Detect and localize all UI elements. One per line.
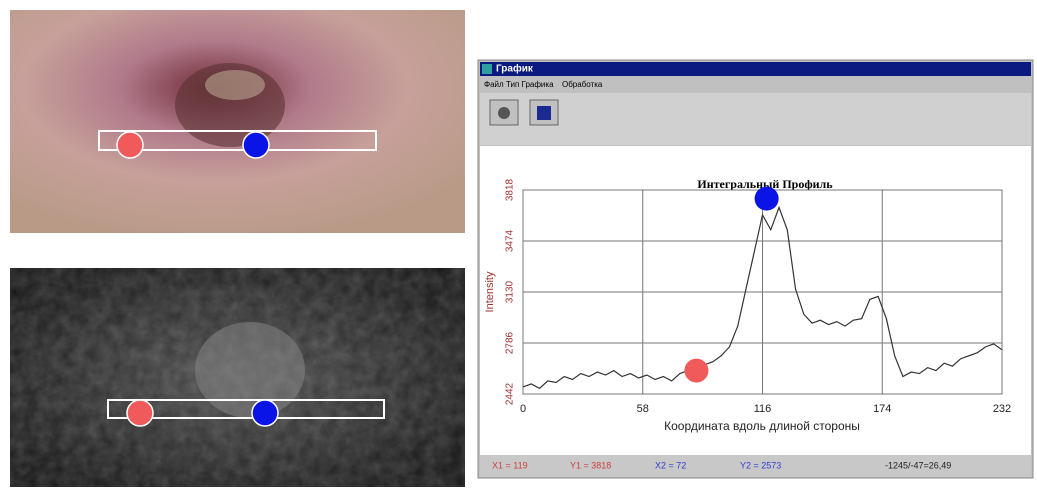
status-y2: Y2 = 2573 — [740, 460, 781, 470]
status-y1: Y1 = 3818 — [570, 460, 611, 470]
cursor-marker — [684, 359, 708, 383]
cursor-marker — [755, 187, 779, 211]
y-tick-label: 3818 — [505, 178, 516, 201]
color-photo — [10, 10, 465, 233]
window-title: График — [496, 63, 534, 75]
status-ratio: -1245/-47=26,49 — [885, 460, 951, 470]
grayscale-photo — [10, 268, 465, 487]
x-tick-label: 174 — [873, 403, 891, 415]
menu-item[interactable]: Тип Графика — [506, 80, 554, 89]
screenshot: График Файл Тип Графика Обработка X1 = 1… — [0, 0, 1037, 489]
x-tick-label: 58 — [637, 403, 649, 415]
menu-item[interactable]: Файл — [484, 80, 504, 89]
status-x2: X2 = 72 — [655, 460, 686, 470]
menu-item[interactable]: Обработка — [562, 80, 603, 89]
x-axis-label: Координата вдоль длиной стороны — [664, 419, 860, 433]
y-tick-label: 2786 — [505, 331, 516, 354]
status-x1: X1 = 119 — [492, 460, 528, 470]
x-tick-label: 232 — [993, 403, 1011, 415]
app-window: График Файл Тип Графика Обработка X1 = 1… — [478, 60, 1033, 478]
y-tick-label: 2442 — [505, 382, 516, 405]
x-tick-label: 116 — [754, 403, 772, 415]
y-tick-label: 3474 — [505, 229, 516, 252]
y-axis-label: Intensity — [484, 271, 496, 312]
x-tick-label: 0 — [520, 403, 526, 415]
y-tick-label: 3130 — [505, 280, 516, 303]
